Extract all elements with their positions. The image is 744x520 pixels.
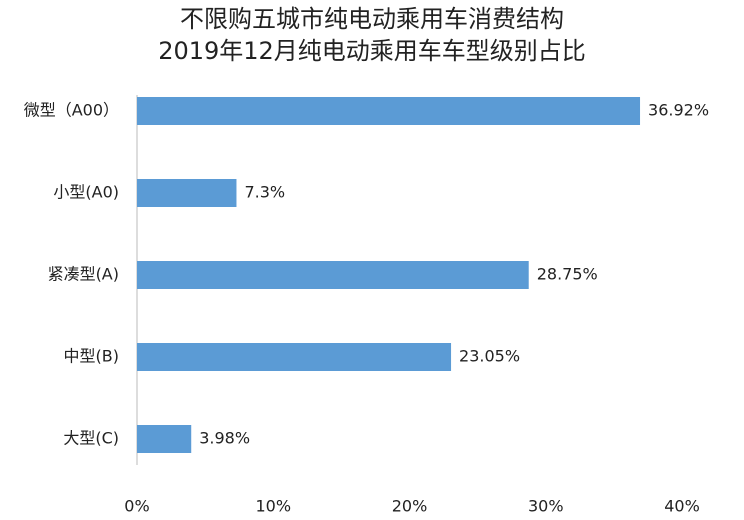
- bar: [137, 425, 192, 453]
- x-tick-label: 20%: [392, 497, 428, 516]
- value-label: 36.92%: [648, 101, 709, 120]
- bar: [137, 261, 529, 289]
- x-tick-label: 10%: [255, 497, 291, 516]
- x-tick-label: 40%: [664, 497, 700, 516]
- y-tick-label: 中型(B): [64, 347, 119, 366]
- y-tick-label: 大型(C): [63, 429, 119, 448]
- chart-subtitle: 2019年12月纯电动乘用车车型级别占比: [158, 37, 586, 65]
- value-label: 3.98%: [199, 429, 250, 448]
- bar: [137, 97, 641, 125]
- value-label: 7.3%: [244, 183, 285, 202]
- value-label: 28.75%: [537, 265, 598, 284]
- y-tick-label: 紧凑型(A): [48, 265, 119, 284]
- value-label: 23.05%: [459, 347, 520, 366]
- y-tick-label: 小型(A0): [53, 183, 119, 202]
- y-tick-label: 微型（A00）: [24, 101, 119, 120]
- x-tick-label: 30%: [528, 497, 564, 516]
- bar: [137, 343, 452, 371]
- bar: [137, 179, 237, 207]
- chart-title: 不限购五城市纯电动乘用车消费结构: [180, 5, 564, 33]
- x-tick-label: 0%: [124, 497, 149, 516]
